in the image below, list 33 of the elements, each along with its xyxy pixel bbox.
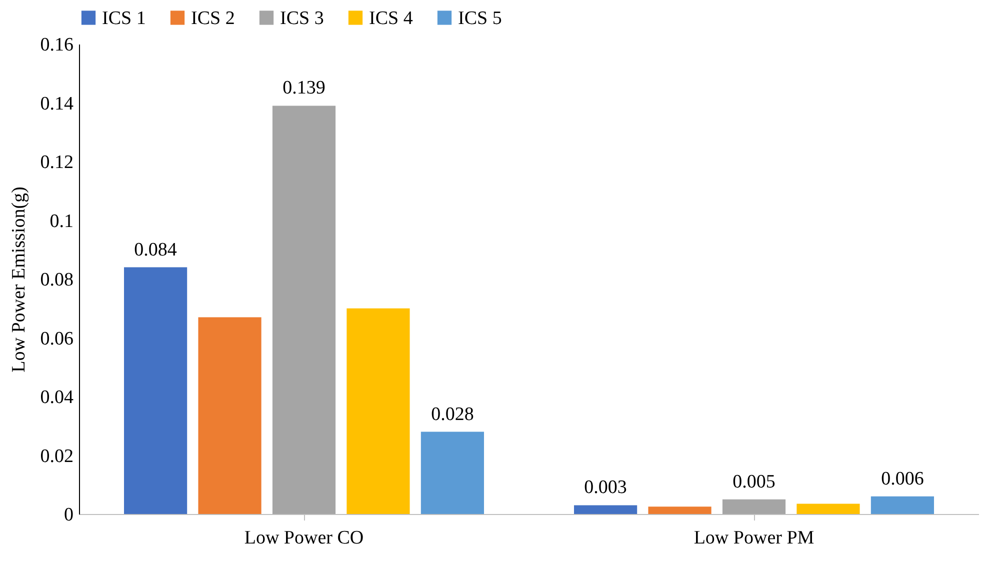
bar <box>198 317 262 514</box>
legend-label: ICS 4 <box>369 8 414 29</box>
data-label: 0.003 <box>584 477 627 498</box>
y-tick-label: 0.16 <box>40 34 74 56</box>
y-tick-label: 0.14 <box>40 93 74 114</box>
legend-label: ICS 2 <box>191 8 235 29</box>
y-tick-label: 0 <box>64 504 74 526</box>
y-tick-label: 0.02 <box>40 446 74 467</box>
data-label: 0.084 <box>134 239 178 260</box>
data-label: 0.028 <box>431 404 474 425</box>
x-tick-label: Low Power CO <box>244 528 364 548</box>
legend-label: ICS 1 <box>102 8 146 29</box>
bar <box>722 499 786 514</box>
data-label: 0.005 <box>732 471 776 492</box>
bar <box>870 496 934 514</box>
y-tick-label: 0.1 <box>50 210 74 232</box>
y-tick-label: 0.06 <box>40 328 74 350</box>
data-label: 0.139 <box>282 78 326 99</box>
y-tick-label: 0.04 <box>40 387 74 408</box>
legend-label: ICS 3 <box>280 8 324 29</box>
y-axis-title: Low Power Emission(g) <box>8 186 30 372</box>
bar <box>420 432 484 514</box>
bar <box>648 506 712 514</box>
y-tick-label: 0.08 <box>40 270 74 290</box>
x-tick-label: Low Power PM <box>694 528 814 548</box>
bar <box>574 505 638 514</box>
legend-label: ICS 5 <box>458 8 502 29</box>
y-tick-label: 0.12 <box>40 152 74 173</box>
bar <box>124 267 188 514</box>
data-label: 0.006 <box>881 468 924 490</box>
bar <box>796 504 860 514</box>
bar <box>346 308 410 514</box>
bar <box>272 106 336 514</box>
